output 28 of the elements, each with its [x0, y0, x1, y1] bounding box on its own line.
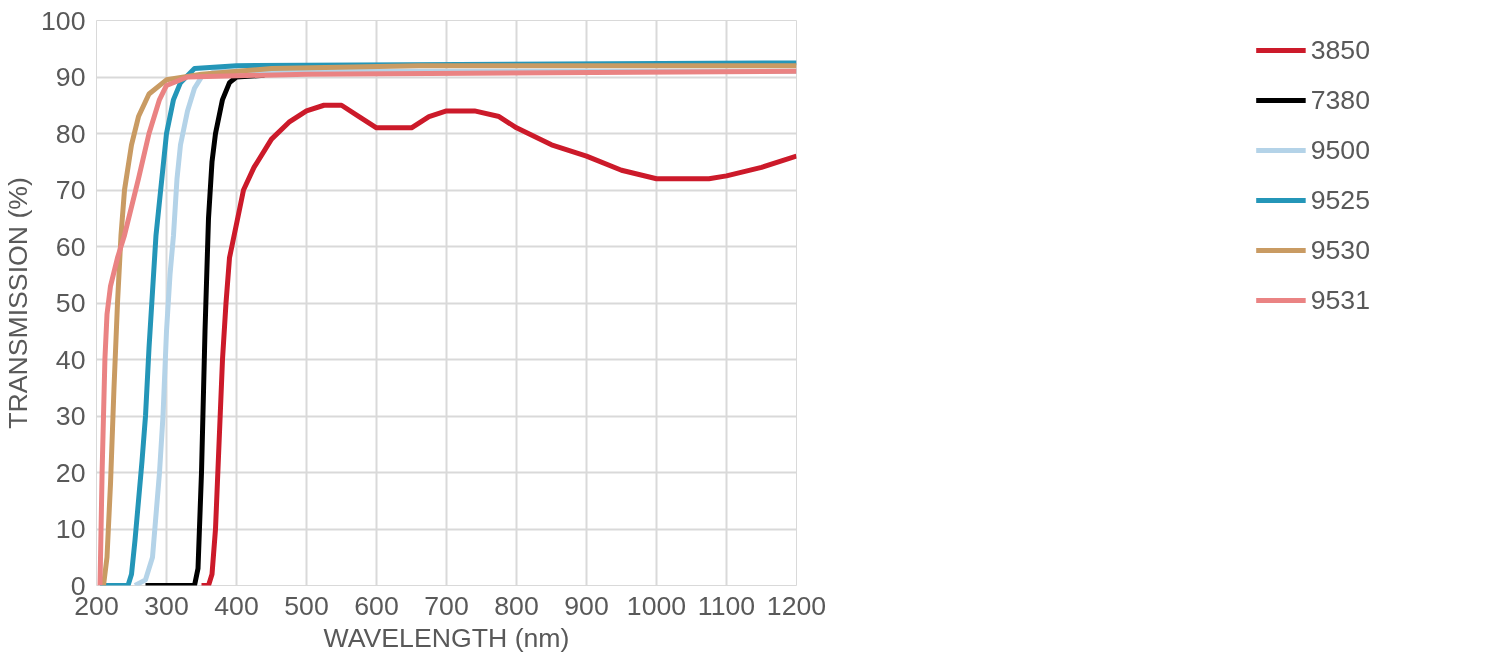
y-tick-label: 80	[55, 118, 86, 149]
y-tick-label: 40	[55, 344, 86, 375]
legend-label: 9500	[1310, 133, 1370, 167]
x-axis-title: WAVELENGTH (nm)	[323, 622, 570, 653]
x-tick-label: 500	[284, 590, 329, 621]
legend-label: 3850	[1310, 33, 1370, 67]
x-tick-label: 1200	[766, 590, 827, 621]
legend-label: 7380	[1310, 83, 1370, 117]
y-tick-label: 30	[55, 401, 86, 431]
x-tick-label: 1000	[626, 590, 687, 621]
x-tick-label: 800	[494, 590, 539, 621]
x-tick-label: 300	[144, 590, 189, 621]
legend-label: 9531	[1310, 283, 1370, 317]
y-tick-label: 70	[55, 175, 86, 205]
y-tick-label: 90	[55, 62, 86, 92]
y-tick-label: 60	[55, 231, 86, 262]
x-tick-label: 400	[214, 590, 259, 621]
y-tick-label: 50	[55, 288, 86, 318]
y-tick-label: 100	[41, 5, 86, 36]
y-axis-title: TRANSMISSION (%)	[3, 177, 34, 429]
x-tick-label: 900	[564, 590, 609, 621]
x-tick-label: 1100	[697, 590, 756, 621]
legend-label: 9530	[1310, 233, 1370, 267]
y-tick-label: 20	[55, 457, 86, 488]
x-tick-label: 700	[424, 590, 469, 621]
legend-label: 9525	[1310, 183, 1370, 217]
y-tick-label: 10	[55, 514, 86, 544]
x-tick-label: 600	[354, 590, 399, 621]
